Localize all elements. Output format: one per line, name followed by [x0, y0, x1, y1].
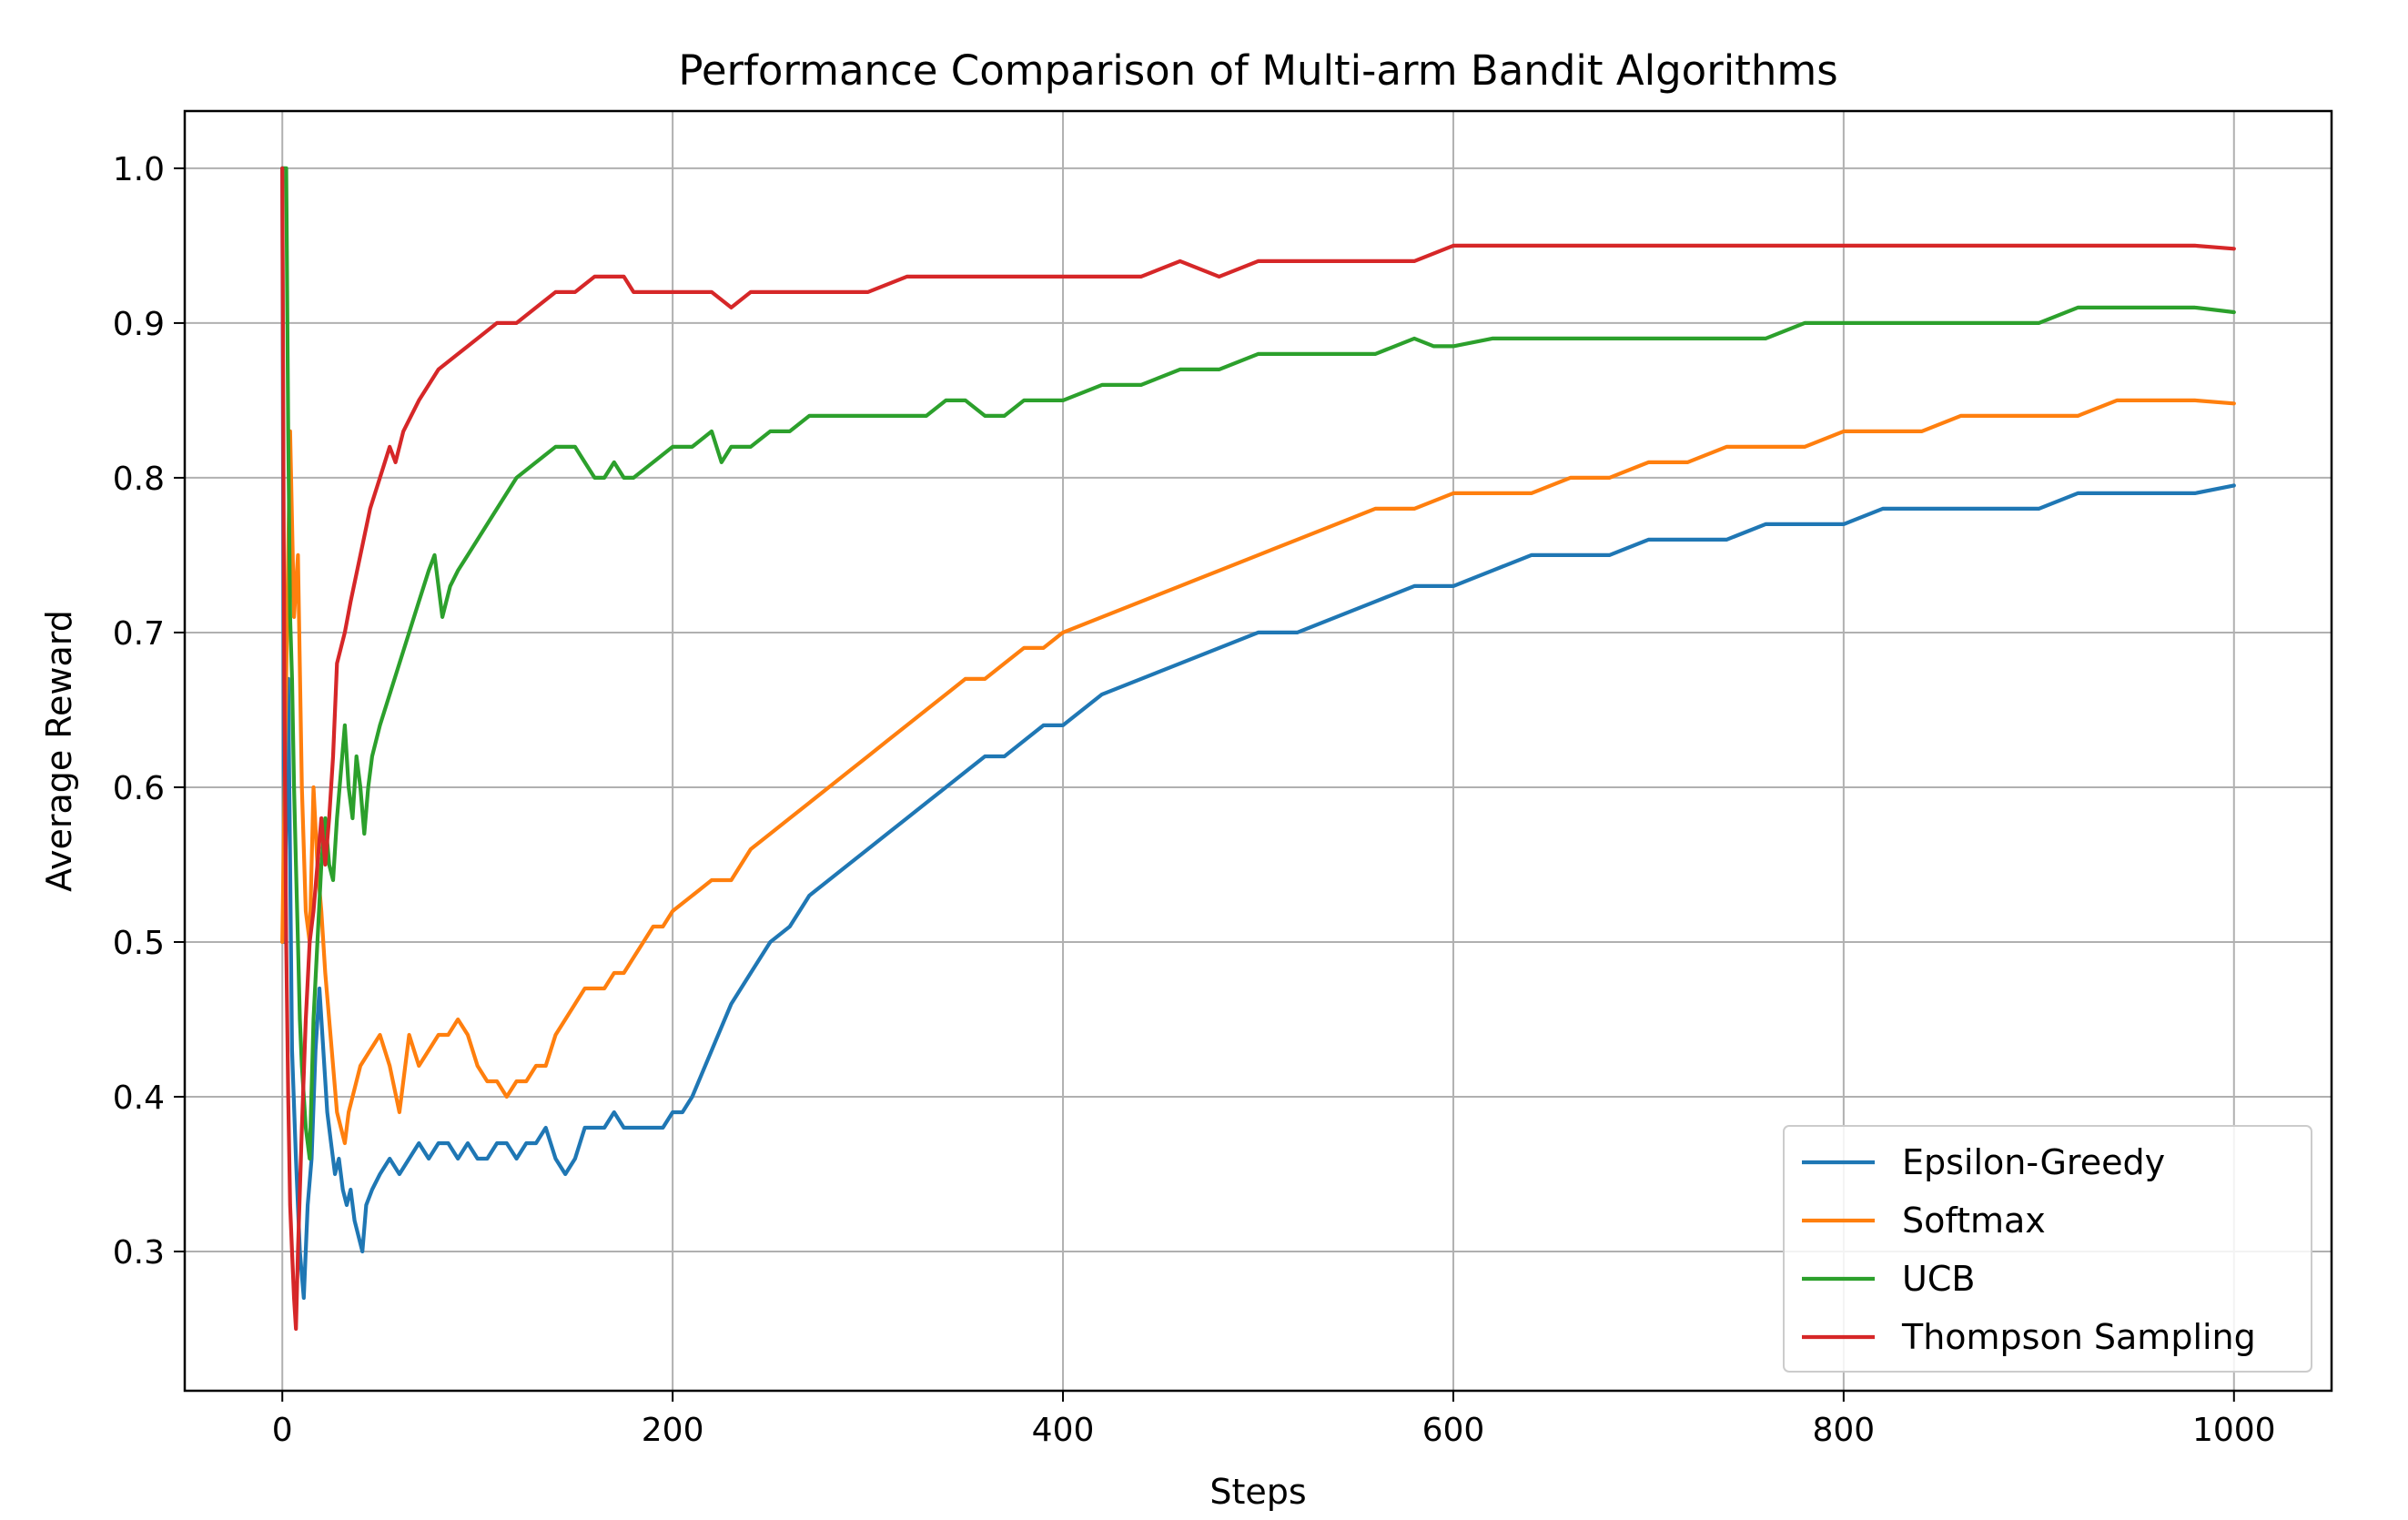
legend-label: Thompson Sampling — [1901, 1317, 2256, 1357]
y-tick-label: 0.4 — [113, 1079, 165, 1117]
series-line-thompson-sampling — [280, 166, 2236, 1332]
x-tick-label: 200 — [642, 1412, 704, 1449]
x-tick-label: 400 — [1032, 1412, 1095, 1449]
y-tick-label: 0.7 — [113, 615, 165, 653]
y-tick-label: 0.8 — [113, 461, 165, 498]
ticks-layer: 0 200 400 600 800 1000 0.3 0.4 0.5 0.6 0.7 0.8 0.9 1.… — [113, 151, 2276, 1449]
x-axis-label: Steps — [1209, 1472, 1306, 1512]
series-line-softmax — [280, 398, 2236, 1146]
legend: Epsilon-Greedy Softmax UCB Thompson Samplin… — [1783, 1125, 2312, 1373]
legend-label: UCB — [1902, 1259, 1975, 1299]
series-line-ucb — [280, 166, 2236, 1161]
y-axis-label: Average Reward — [39, 610, 79, 892]
x-tick-label: 1000 — [2192, 1412, 2276, 1449]
x-tick-label: 600 — [1422, 1412, 1485, 1449]
y-tick-label: 0.6 — [113, 770, 165, 807]
y-tick-label: 0.9 — [113, 306, 165, 343]
y-tick-label: 1.0 — [113, 151, 165, 188]
y-tick-label: 0.3 — [113, 1234, 165, 1272]
legend-label: Softmax — [1902, 1201, 2046, 1241]
lines-layer — [280, 166, 2236, 1332]
series-line-epsilon-greedy — [280, 166, 2236, 1301]
x-tick-label: 0 — [272, 1412, 293, 1449]
x-tick-label: 800 — [1813, 1412, 1876, 1449]
y-tick-label: 0.5 — [113, 925, 165, 962]
legend-box — [1783, 1125, 2312, 1373]
legend-label: Epsilon-Greedy — [1902, 1142, 2165, 1182]
chart-title: Performance Comparison of Multi-arm Band… — [678, 46, 1837, 95]
plot-frame — [183, 109, 2333, 1393]
